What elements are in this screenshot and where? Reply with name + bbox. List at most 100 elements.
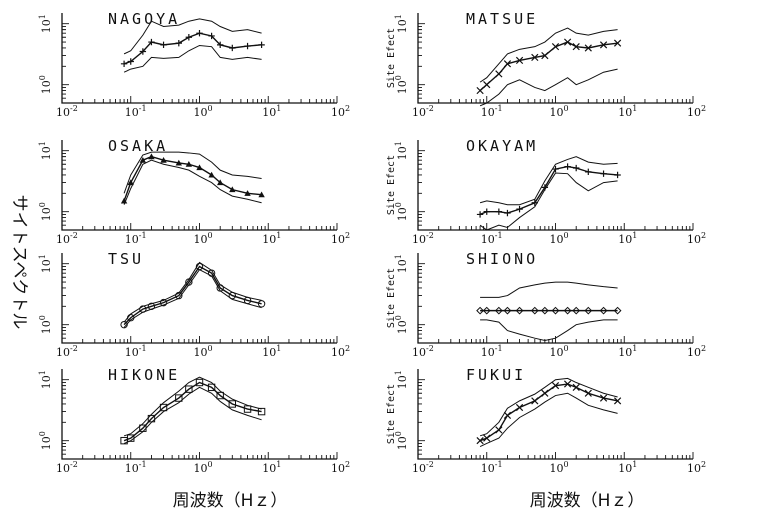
series-lower-fukui xyxy=(479,392,618,448)
data-point-nagoya xyxy=(244,42,251,50)
data-point-shiono xyxy=(503,306,512,315)
panel-nagoya: 10-2 10-1 100 101 102 100 101 NAGOYA xyxy=(38,10,350,119)
xtick-label-hikone: 101 xyxy=(262,460,281,475)
ytick-label-osaka: 100 xyxy=(38,202,53,221)
data-point-okayam xyxy=(516,205,523,213)
series-mean-matsue xyxy=(479,41,618,92)
panel-tsu: 10-2 10-1 100 101 102 100 101 TSU xyxy=(38,250,350,359)
data-point-matsue xyxy=(599,41,608,49)
data-point-okayam xyxy=(585,168,592,176)
xtick-label-okayam: 10-1 xyxy=(481,231,503,246)
data-point-nagoya xyxy=(160,41,167,49)
panel-title-fukui: FUKUI xyxy=(466,366,526,384)
data-point-hikone xyxy=(216,391,224,400)
data-point-shiono xyxy=(563,306,572,315)
data-point-shiono xyxy=(530,306,539,315)
axis-ticks-tsu xyxy=(61,263,338,344)
data-point-shiono xyxy=(515,306,524,315)
panel-ylabel-okayam: Site Efect xyxy=(386,155,397,215)
figure-xlabel-right: 周波数（Hｚ） xyxy=(530,491,645,511)
axis-frame-shiono xyxy=(417,253,693,344)
data-point-nagoya xyxy=(216,41,224,49)
panel-title-shiono: SHIONO xyxy=(466,250,538,268)
data-point-shiono xyxy=(584,306,593,315)
series-lower-nagoya xyxy=(123,44,262,73)
panels-layer: 10-2 10-1 100 101 102 100 101 NAGOYA 10-2 10-1 100… xyxy=(38,10,706,475)
data-point-osaka xyxy=(229,186,236,193)
data-point-shiono xyxy=(551,306,560,315)
data-point-nagoya xyxy=(208,32,215,40)
data-point-nagoya xyxy=(196,29,203,37)
xtick-label-osaka: 101 xyxy=(262,231,281,246)
data-point-fukui xyxy=(503,411,512,419)
series-upper-osaka xyxy=(123,151,262,194)
data-point-shiono xyxy=(572,306,581,315)
xtick-label-shiono: 101 xyxy=(618,344,637,359)
axis-frame-fukui xyxy=(417,369,693,460)
ytick-label-hikone: 101 xyxy=(38,370,53,389)
data-point-fukui xyxy=(476,437,484,445)
xtick-label-okayam: 100 xyxy=(550,231,569,246)
xtick-label-hikone: 10-2 xyxy=(56,460,78,475)
data-point-hikone xyxy=(185,385,193,393)
data-point-osaka xyxy=(127,179,134,186)
data-point-okayam xyxy=(572,164,580,172)
data-point-okayam xyxy=(564,163,571,170)
xtick-label-fukui: 10-1 xyxy=(481,460,503,475)
series-upper-hikone xyxy=(123,376,262,437)
data-point-osaka xyxy=(244,190,251,196)
axis-ticks-okayam xyxy=(417,150,694,231)
xtick-label-matsue: 100 xyxy=(550,104,569,119)
xtick-label-nagoya: 10-1 xyxy=(125,104,147,119)
data-point-hikone xyxy=(159,403,168,412)
data-point-matsue xyxy=(563,38,572,46)
xtick-label-osaka: 100 xyxy=(194,231,213,246)
xtick-label-okayam: 10-2 xyxy=(412,231,434,246)
series-upper-shiono xyxy=(480,281,618,298)
series-upper-nagoya xyxy=(123,18,262,55)
data-point-fukui xyxy=(572,383,580,391)
xtick-label-fukui: 101 xyxy=(618,460,637,475)
data-point-osaka xyxy=(196,164,203,171)
data-point-fukui xyxy=(531,397,539,405)
series-mean-tsu xyxy=(123,265,262,326)
xtick-label-fukui: 102 xyxy=(687,460,706,475)
xtick-label-nagoya: 102 xyxy=(331,104,350,119)
data-point-fukui xyxy=(495,426,503,434)
data-point-nagoya xyxy=(185,34,193,41)
xtick-label-shiono: 10-2 xyxy=(412,344,434,359)
data-point-nagoya xyxy=(229,44,236,52)
xtick-label-shiono: 10-1 xyxy=(481,344,503,359)
data-point-matsue xyxy=(584,44,592,52)
data-point-shiono xyxy=(613,306,622,315)
data-point-fukui xyxy=(551,382,560,390)
data-point-fukui xyxy=(613,397,622,405)
xtick-label-osaka: 10-2 xyxy=(56,231,78,246)
data-point-fukui xyxy=(599,394,608,402)
ytick-label-nagoya: 101 xyxy=(38,14,53,33)
series-lower-shiono xyxy=(480,319,618,341)
panel-title-matsue: MATSUE xyxy=(466,10,538,28)
data-point-shiono xyxy=(540,306,549,315)
data-point-nagoya xyxy=(175,39,183,47)
panel-ylabel-matsue: Site Efect xyxy=(386,28,397,88)
data-point-osaka xyxy=(258,191,265,198)
figure-ylabel: サイトスペクトル xyxy=(9,195,29,330)
data-point-okayam xyxy=(600,170,607,177)
xtick-label-nagoya: 101 xyxy=(262,104,281,119)
figure-xlabel-left: 周波数（Hｚ） xyxy=(173,491,288,511)
xtick-label-matsue: 101 xyxy=(618,104,637,119)
data-point-tsu xyxy=(159,298,168,307)
data-point-nagoya xyxy=(258,41,265,49)
data-point-matsue xyxy=(572,43,580,51)
data-point-osaka xyxy=(185,161,193,167)
data-point-okayam xyxy=(495,208,503,215)
data-point-hikone xyxy=(195,378,204,387)
axis-ticks-shiono xyxy=(417,263,694,344)
series-upper-tsu xyxy=(123,261,262,323)
data-point-nagoya xyxy=(120,60,128,67)
xtick-label-nagoya: 10-2 xyxy=(56,104,78,119)
xtick-label-tsu: 10-2 xyxy=(56,344,78,359)
